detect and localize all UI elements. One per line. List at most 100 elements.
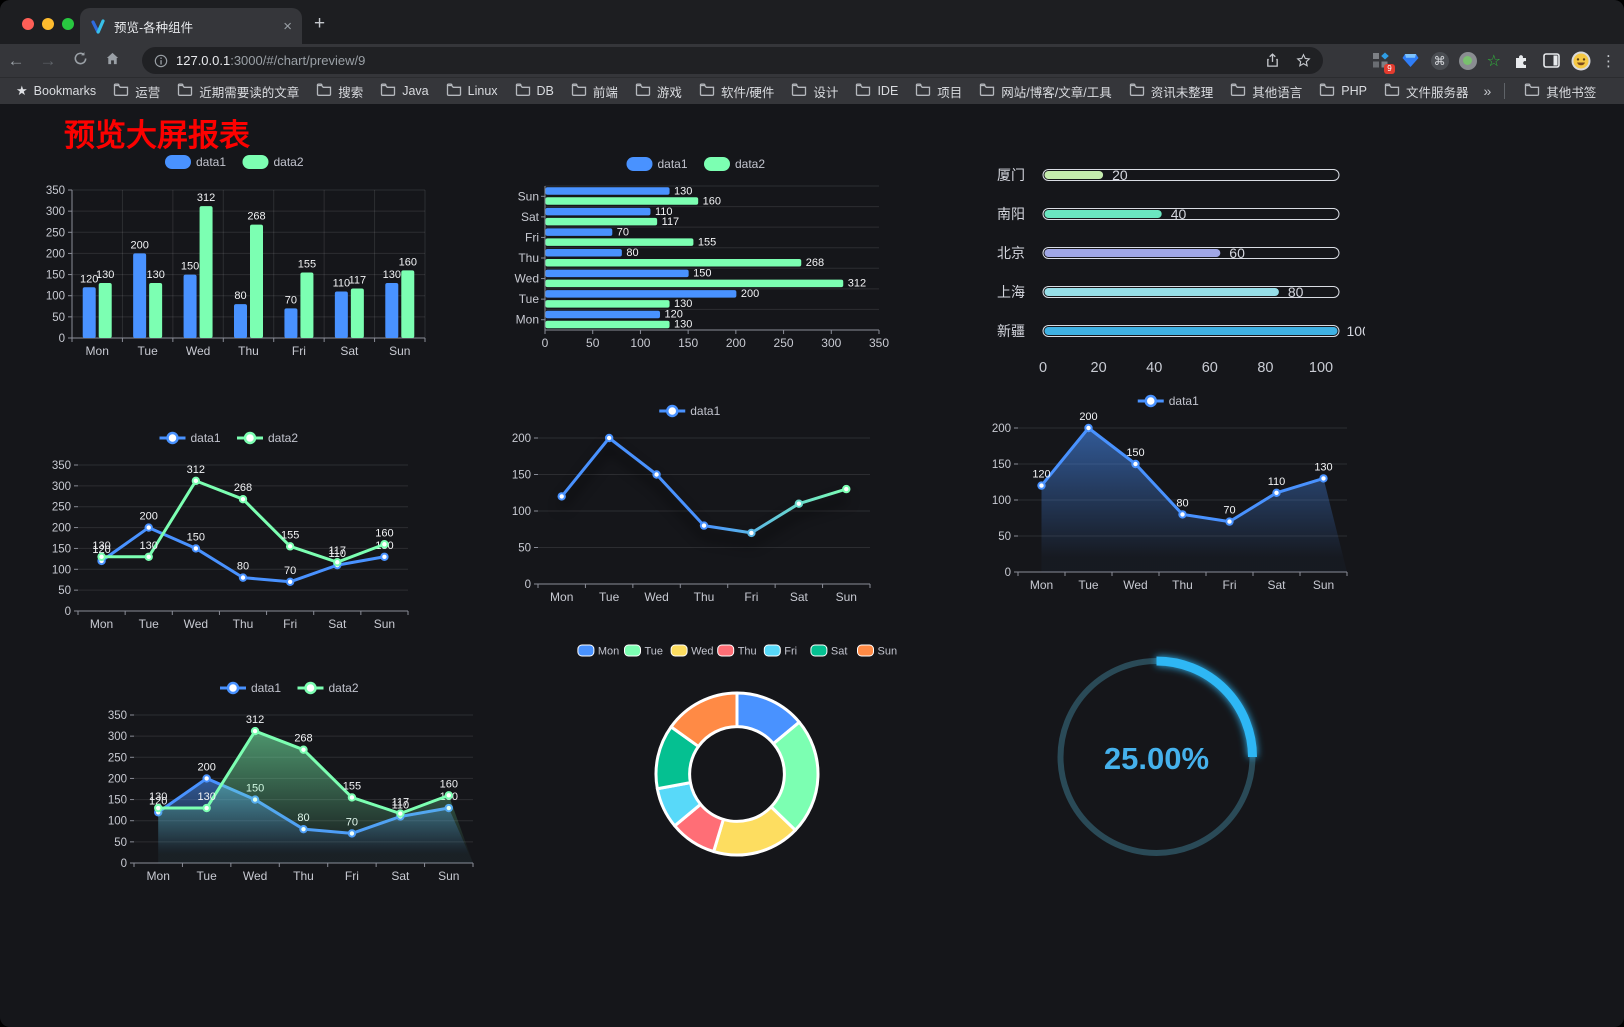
bookmark-folder[interactable]: IDE — [851, 80, 902, 103]
svg-text:Sat: Sat — [1267, 578, 1286, 592]
legend-item-data2[interactable]: data2 — [237, 431, 298, 445]
bookmark-folder[interactable]: 资讯未整理 — [1125, 80, 1218, 103]
bar-vertical-chart: 0 50 100 150 200 250 300 350 Mon Tue Wed Thu Fri Sat S… — [38, 148, 433, 366]
tab-close-icon[interactable]: × — [283, 17, 292, 35]
url-text[interactable]: 127.0.0.1:3000/#/chart/preview/9 — [176, 53, 1257, 68]
bookmarks-overflow-chevron[interactable]: » — [1483, 83, 1492, 99]
sidebar-icon[interactable] — [1541, 51, 1561, 71]
new-tab-button[interactable]: + — [314, 13, 326, 34]
bookmarks-manager-item[interactable]: ★ Bookmarks — [12, 81, 100, 101]
bookmark-folder[interactable]: 游戏 — [631, 80, 686, 103]
other-bookmarks-folder[interactable]: 其他书签 — [1520, 80, 1600, 103]
svg-text:300: 300 — [52, 481, 71, 493]
bookmark-folder[interactable]: 项目 — [911, 80, 966, 103]
svg-text:50: 50 — [518, 543, 531, 555]
pie-slice-Sun[interactable] — [669, 691, 739, 748]
extension-badge: 9 — [1384, 63, 1395, 74]
bookmark-folder[interactable]: PHP — [1315, 80, 1371, 103]
menu-icon[interactable]: ⋮ — [1601, 52, 1616, 70]
site-info-icon[interactable] — [154, 54, 168, 68]
legend-item-data1[interactable]: data1 — [659, 404, 721, 418]
svg-text:Sat: Sat — [521, 210, 540, 224]
legend-item-data1[interactable]: data1 — [165, 155, 226, 169]
recorder-extension-icon[interactable] — [1458, 51, 1477, 70]
bookmark-folder-label: 资讯未整理 — [1150, 85, 1214, 100]
share-icon[interactable] — [1265, 53, 1280, 68]
svg-text:70: 70 — [1223, 505, 1235, 517]
legend-item-Fri[interactable]: Fri — [763, 644, 797, 658]
legend-item-data1[interactable]: data1 — [159, 431, 221, 445]
tab-favicon — [91, 19, 105, 34]
svg-text:0: 0 — [65, 606, 71, 618]
forward-icon[interactable]: → — [39, 50, 57, 70]
svg-text:300: 300 — [108, 731, 127, 743]
legend-item-data1[interactable]: data1 — [220, 681, 281, 695]
svg-text:350: 350 — [52, 460, 71, 472]
legend-item-Sat[interactable]: Sat — [810, 644, 848, 658]
legend-item-data1[interactable]: data1 — [1137, 394, 1199, 408]
command-extension-icon[interactable]: ⌘ — [1430, 51, 1449, 70]
legend-item-Wed[interactable]: Wed — [670, 644, 714, 658]
svg-text:250: 250 — [108, 752, 127, 764]
close-window-button[interactable] — [22, 18, 34, 30]
svg-text:130: 130 — [140, 540, 158, 552]
svg-text:南阳: 南阳 — [997, 206, 1025, 222]
legend-item-data2[interactable]: data2 — [297, 681, 359, 695]
folder-icon — [113, 83, 129, 99]
svg-text:200: 200 — [46, 248, 65, 260]
area-single-svg: 0 50 100 150 200 Mon Tue Wed Thu Fri Sat Sun 120 200 1… — [992, 394, 1348, 592]
svg-text:Wed: Wed — [184, 617, 208, 631]
bookmark-folder[interactable]: 设计 — [787, 80, 842, 103]
svg-text:Wed: Wed — [644, 590, 668, 604]
legend-item-Tue[interactable]: Tue — [624, 644, 664, 658]
svg-text:70: 70 — [284, 565, 296, 577]
svg-text:300: 300 — [46, 206, 65, 218]
folder-icon — [635, 83, 651, 99]
fullscreen-window-button[interactable] — [62, 18, 74, 30]
bookmark-folder[interactable]: DB — [511, 80, 558, 103]
avatar[interactable] — [1571, 51, 1591, 71]
bookmark-folder[interactable]: 搜索 — [312, 80, 367, 103]
svg-text:200: 200 — [1079, 411, 1097, 423]
url-bar[interactable]: 127.0.0.1:3000/#/chart/preview/9 — [142, 47, 1323, 74]
bookmark-folder[interactable]: 软件/硬件 — [695, 80, 778, 103]
back-icon[interactable]: ← — [7, 50, 25, 70]
url-host: 127.0.0.1 — [176, 53, 231, 68]
bookmark-folder[interactable]: Linux — [442, 80, 502, 103]
folder-icon — [1319, 83, 1335, 99]
bookmark-folder[interactable]: 近期需要读的文章 — [173, 80, 303, 103]
svg-text:Sat: Sat — [831, 646, 848, 658]
grid-extension-icon[interactable]: 9 — [1371, 51, 1395, 74]
puzzle-extensions-icon[interactable] — [1511, 51, 1531, 71]
svg-text:Wed: Wed — [243, 869, 267, 883]
line-two-series-svg: 0 50 100 150 200 250 300 350 Mon Tue Wed Thu Fri Sat S… — [52, 431, 409, 631]
refresh-icon[interactable] — [64, 51, 96, 71]
bookmark-folder[interactable]: 文件服务器 — [1380, 80, 1473, 103]
svg-text:Thu: Thu — [233, 617, 254, 631]
bookmark-folder[interactable]: 前端 — [567, 80, 622, 103]
legend-item-data2[interactable]: data2 — [704, 157, 765, 171]
svg-text:Wed: Wed — [186, 344, 210, 358]
legend-item-data2[interactable]: data2 — [242, 155, 304, 169]
legend-item-Mon[interactable]: Mon — [577, 644, 619, 658]
bookmark-folder[interactable]: 其他语言 — [1226, 80, 1306, 103]
active-tab[interactable]: 预览-各种组件 × — [80, 8, 302, 44]
bookmark-star-icon[interactable] — [1296, 53, 1311, 68]
bookmark-folder[interactable]: 运营 — [109, 80, 164, 103]
legend-item-data1[interactable]: data1 — [626, 157, 688, 171]
star-extension-icon[interactable]: ☆ — [1486, 52, 1501, 70]
svg-text:Thu: Thu — [518, 251, 539, 265]
svg-text:data2: data2 — [735, 157, 765, 171]
svg-text:50: 50 — [586, 336, 600, 350]
minimize-window-button[interactable] — [42, 18, 54, 30]
svg-text:data2: data2 — [274, 155, 304, 169]
bookmark-folder[interactable]: Java — [376, 80, 432, 103]
home-icon[interactable] — [96, 51, 128, 71]
gem-extension-icon[interactable] — [1401, 51, 1421, 71]
bookmark-folder[interactable]: 网站/博客/文章/工具 — [975, 80, 1115, 103]
svg-text:150: 150 — [181, 261, 199, 273]
legend-item-Thu[interactable]: Thu — [717, 644, 757, 658]
bookmark-folder-label: 文件服务器 — [1405, 85, 1469, 100]
legend-item-Sun[interactable]: Sun — [857, 644, 898, 658]
